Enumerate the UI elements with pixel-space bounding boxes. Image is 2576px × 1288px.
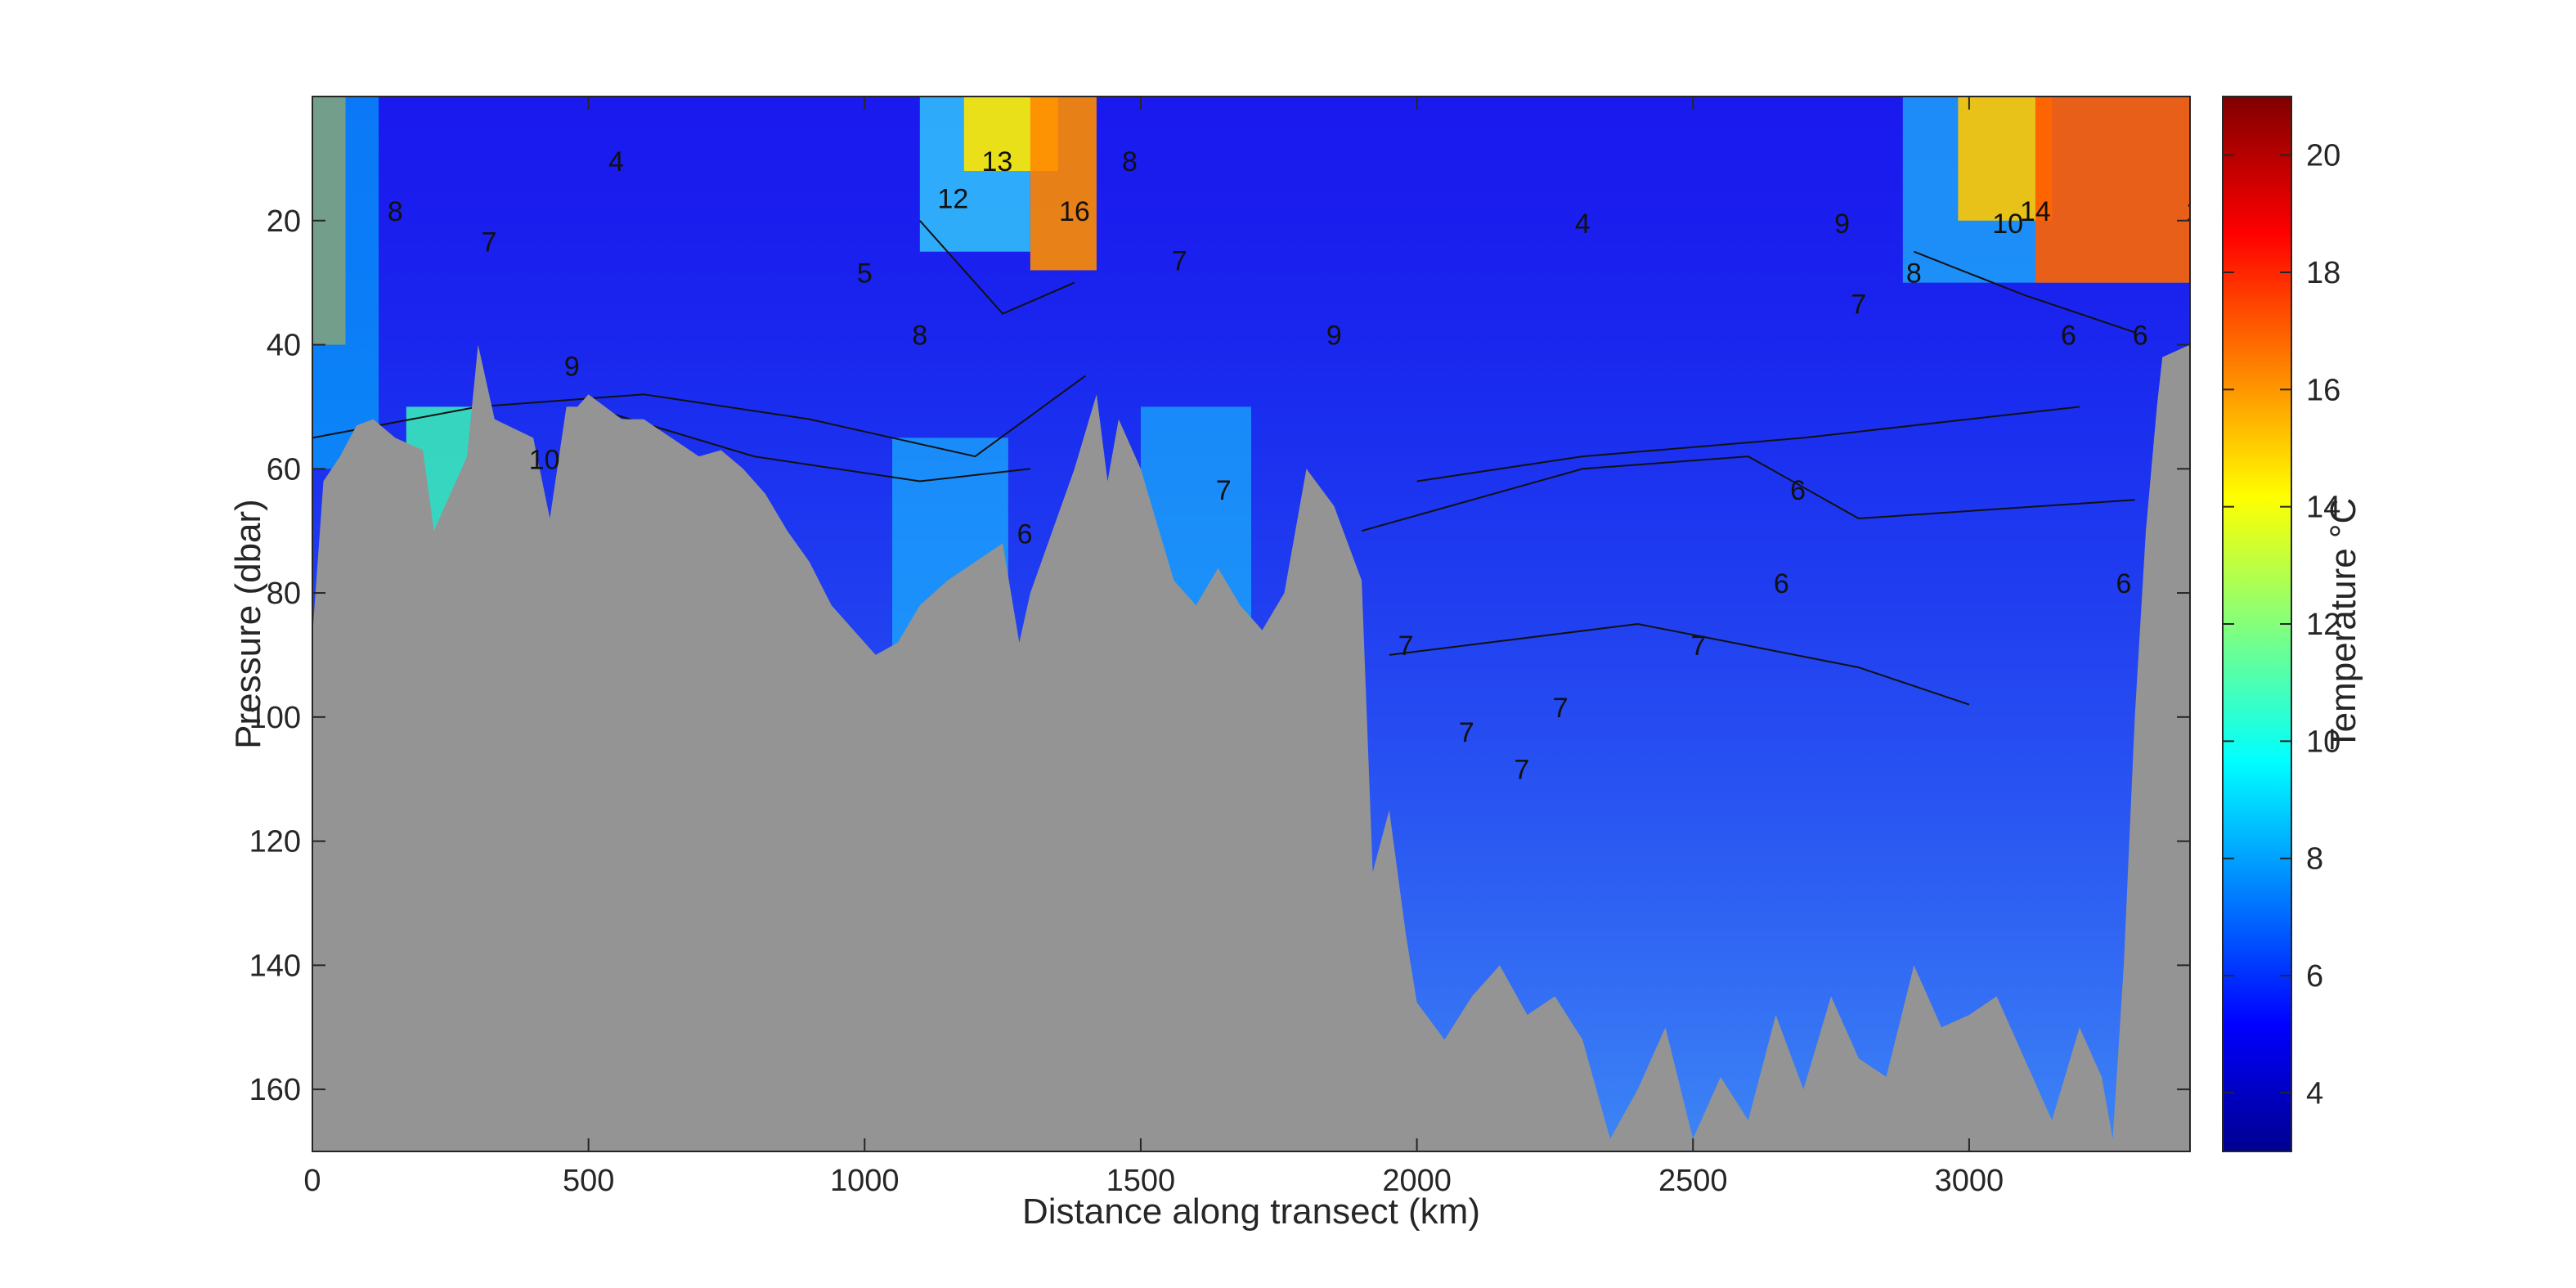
contour-label: 8 xyxy=(1906,258,1922,289)
contour-label: 14 xyxy=(2020,196,2051,227)
x-axis: 0 500 1000 1500 2000 2500 3000 xyxy=(303,96,2004,1198)
isotherm-line xyxy=(919,220,1075,315)
colorbar-tick-label: 8 xyxy=(2306,842,2323,877)
y-tick-label: 100 xyxy=(249,701,301,735)
contour-label: 9 xyxy=(1834,209,1850,240)
warm-water-patch xyxy=(1030,96,1097,271)
colorbar-tick-label: 10 xyxy=(2306,725,2340,759)
contour-label: 10 xyxy=(529,444,560,475)
seabed-mask xyxy=(312,344,2190,1151)
x-tick-label: 500 xyxy=(563,1164,614,1198)
x-tick-label: 3000 xyxy=(1935,1164,2004,1198)
contour-label: 4 xyxy=(1575,209,1591,240)
x-tick-label: 0 xyxy=(303,1164,321,1198)
colorbar-tick-label: 20 xyxy=(2306,139,2340,173)
contour-label: 7 xyxy=(1216,475,1232,506)
isotherm-contours xyxy=(312,220,2135,706)
contour-label: 7 xyxy=(1691,631,1707,662)
contour-label: 6 xyxy=(1774,568,1789,599)
colorbar: 4 6 8 10 12 14 16 18 20 xyxy=(2222,96,2340,1152)
y-axis-label: Pressure (dbar) xyxy=(228,499,268,749)
colorbar-tick-label: 16 xyxy=(2306,373,2340,407)
x-tick-label: 1000 xyxy=(830,1164,900,1198)
contour-label: 9 xyxy=(1326,321,1342,352)
warm-water-patch xyxy=(2035,96,2190,283)
y-tick-label: 40 xyxy=(267,329,301,363)
isotherm-line xyxy=(1361,456,2135,532)
y-tick-label: 80 xyxy=(267,577,301,611)
contour-label: 7 xyxy=(1553,693,1568,724)
contour-label: 7 xyxy=(1172,245,1187,276)
contour-label: 6 xyxy=(1790,475,1806,506)
contour-label: 6 xyxy=(2116,568,2132,599)
colorbar-tick-label: 4 xyxy=(2306,1076,2323,1111)
contour-label: 7 xyxy=(1398,631,1414,662)
contour-label: 16 xyxy=(1059,196,1090,227)
contour-label: 6 xyxy=(1017,518,1033,550)
contour-label: 9 xyxy=(564,351,580,382)
isotherm-line xyxy=(1389,622,1970,706)
contour-label: 16 xyxy=(2186,196,2217,227)
x-axis-label: Distance along transect (km) xyxy=(1022,1192,1480,1232)
contour-label: 12 xyxy=(937,184,968,215)
x-tick-label: 2500 xyxy=(1658,1164,1728,1198)
colorbar-tick-label: 18 xyxy=(2306,256,2340,290)
contour-label: 8 xyxy=(912,321,927,352)
x-tick-label: 1500 xyxy=(1106,1164,1176,1198)
contour-label: 8 xyxy=(388,196,403,227)
contour-label: 5 xyxy=(857,258,873,289)
y-tick-label: 160 xyxy=(249,1073,301,1107)
contour-label: 7 xyxy=(1459,717,1474,748)
colorbar-tick-label: 14 xyxy=(2306,491,2340,525)
y-axis: 20 40 60 80 100 120 140 160 xyxy=(249,204,2190,1107)
colorbar-label: Temperature °C xyxy=(2323,498,2363,751)
isotherm-line xyxy=(1914,250,2135,334)
y-tick-label: 20 xyxy=(267,204,301,239)
y-tick-label: 60 xyxy=(267,452,301,487)
colorbar-ticks: 4 6 8 10 12 14 16 18 20 xyxy=(2223,139,2340,1111)
plot-frame xyxy=(312,96,2191,1152)
y-tick-label: 120 xyxy=(249,825,301,859)
contour-label: 13 xyxy=(981,146,1012,177)
x-tick-label: 2000 xyxy=(1382,1164,1452,1198)
contour-label: 7 xyxy=(1851,289,1866,321)
isotherm-line xyxy=(1416,406,2080,482)
isotherm-line xyxy=(588,406,1031,482)
y-tick-label: 140 xyxy=(249,949,301,983)
contour-label: 4 xyxy=(608,146,624,177)
contour-label: 8 xyxy=(1122,146,1138,177)
contour-label: 7 xyxy=(482,227,497,258)
contour-label: 10 xyxy=(1992,209,2023,240)
contour-label: 7 xyxy=(1514,755,1529,786)
contour-label: 6 xyxy=(2133,321,2148,352)
contour-label: 6 xyxy=(2061,321,2076,352)
colorbar-tick-label: 6 xyxy=(2306,959,2323,994)
colorbar-tick-label: 12 xyxy=(2306,608,2340,642)
warm-water-patch xyxy=(312,96,379,469)
isotherm-line xyxy=(312,375,1086,458)
